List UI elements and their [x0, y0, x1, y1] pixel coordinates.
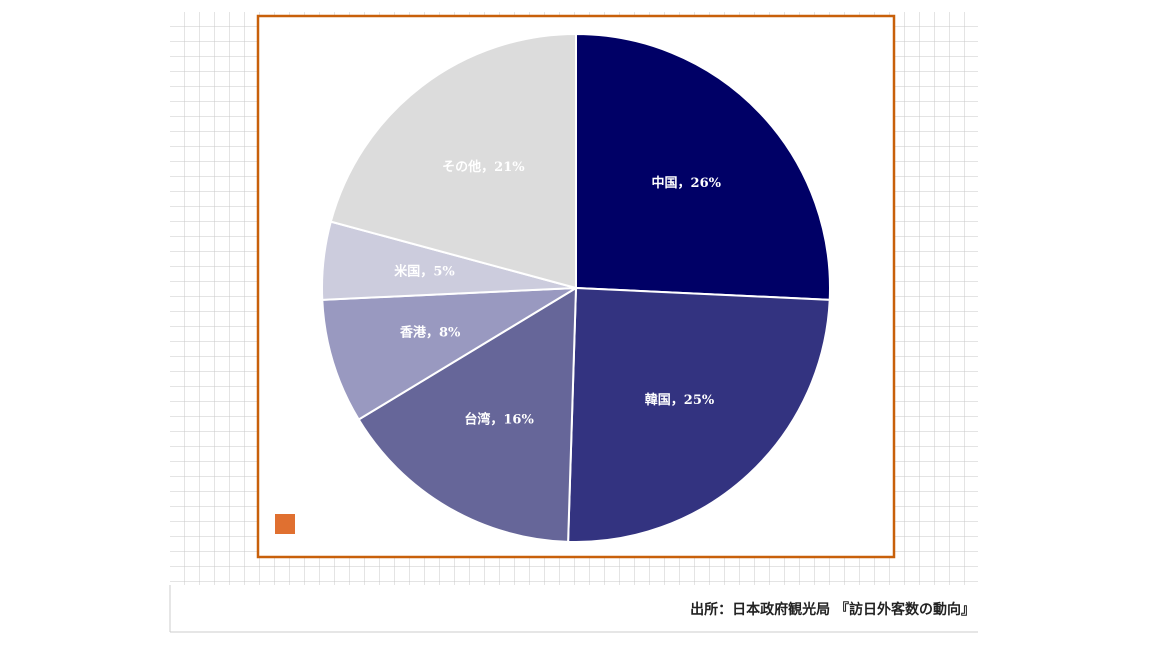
slice-category: その他: [442, 158, 481, 174]
label-separator: ，: [671, 392, 684, 407]
slice-label: 香港，8%: [399, 324, 461, 340]
slice-category: 中国: [652, 174, 678, 190]
label-separator: ，: [426, 325, 439, 340]
slice-value: 21%: [494, 159, 525, 174]
stamp-icon: [275, 514, 295, 534]
pie-slice: [357, 286, 578, 543]
slice-label: 中国，26%: [652, 174, 722, 190]
label-separator: ，: [420, 264, 433, 279]
slice-label: 韓国，25%: [645, 391, 715, 407]
label-separator: ，: [678, 175, 691, 190]
pie-slice: [321, 287, 577, 421]
source-note: 出所：日本政府観光局 『訪日外客数の動向』: [690, 601, 975, 618]
slice-value: 8%: [439, 325, 461, 340]
pie-slice: [329, 32, 577, 290]
slice-category: 韓国: [645, 391, 671, 407]
slice-label: 台湾，16%: [464, 411, 534, 427]
pie-slice: [567, 286, 831, 543]
slice-value: 16%: [503, 412, 534, 427]
label-separator: ，: [490, 412, 503, 427]
slice-value: 25%: [684, 392, 715, 407]
pie-slice: [575, 32, 831, 301]
slice-category: 香港: [399, 324, 427, 340]
pie: 中国，26%韓国，25%台湾，16%香港，8%米国，5%その他，21%: [321, 32, 831, 543]
slice-value: 26%: [691, 175, 722, 190]
slice-label: 米国，5%: [394, 263, 455, 279]
label-separator: ，: [481, 159, 494, 174]
slice-category: 米国: [394, 263, 420, 279]
slice-value: 5%: [433, 264, 455, 279]
slice-label: その他，21%: [442, 158, 525, 174]
slice-category: 台湾: [464, 411, 490, 427]
